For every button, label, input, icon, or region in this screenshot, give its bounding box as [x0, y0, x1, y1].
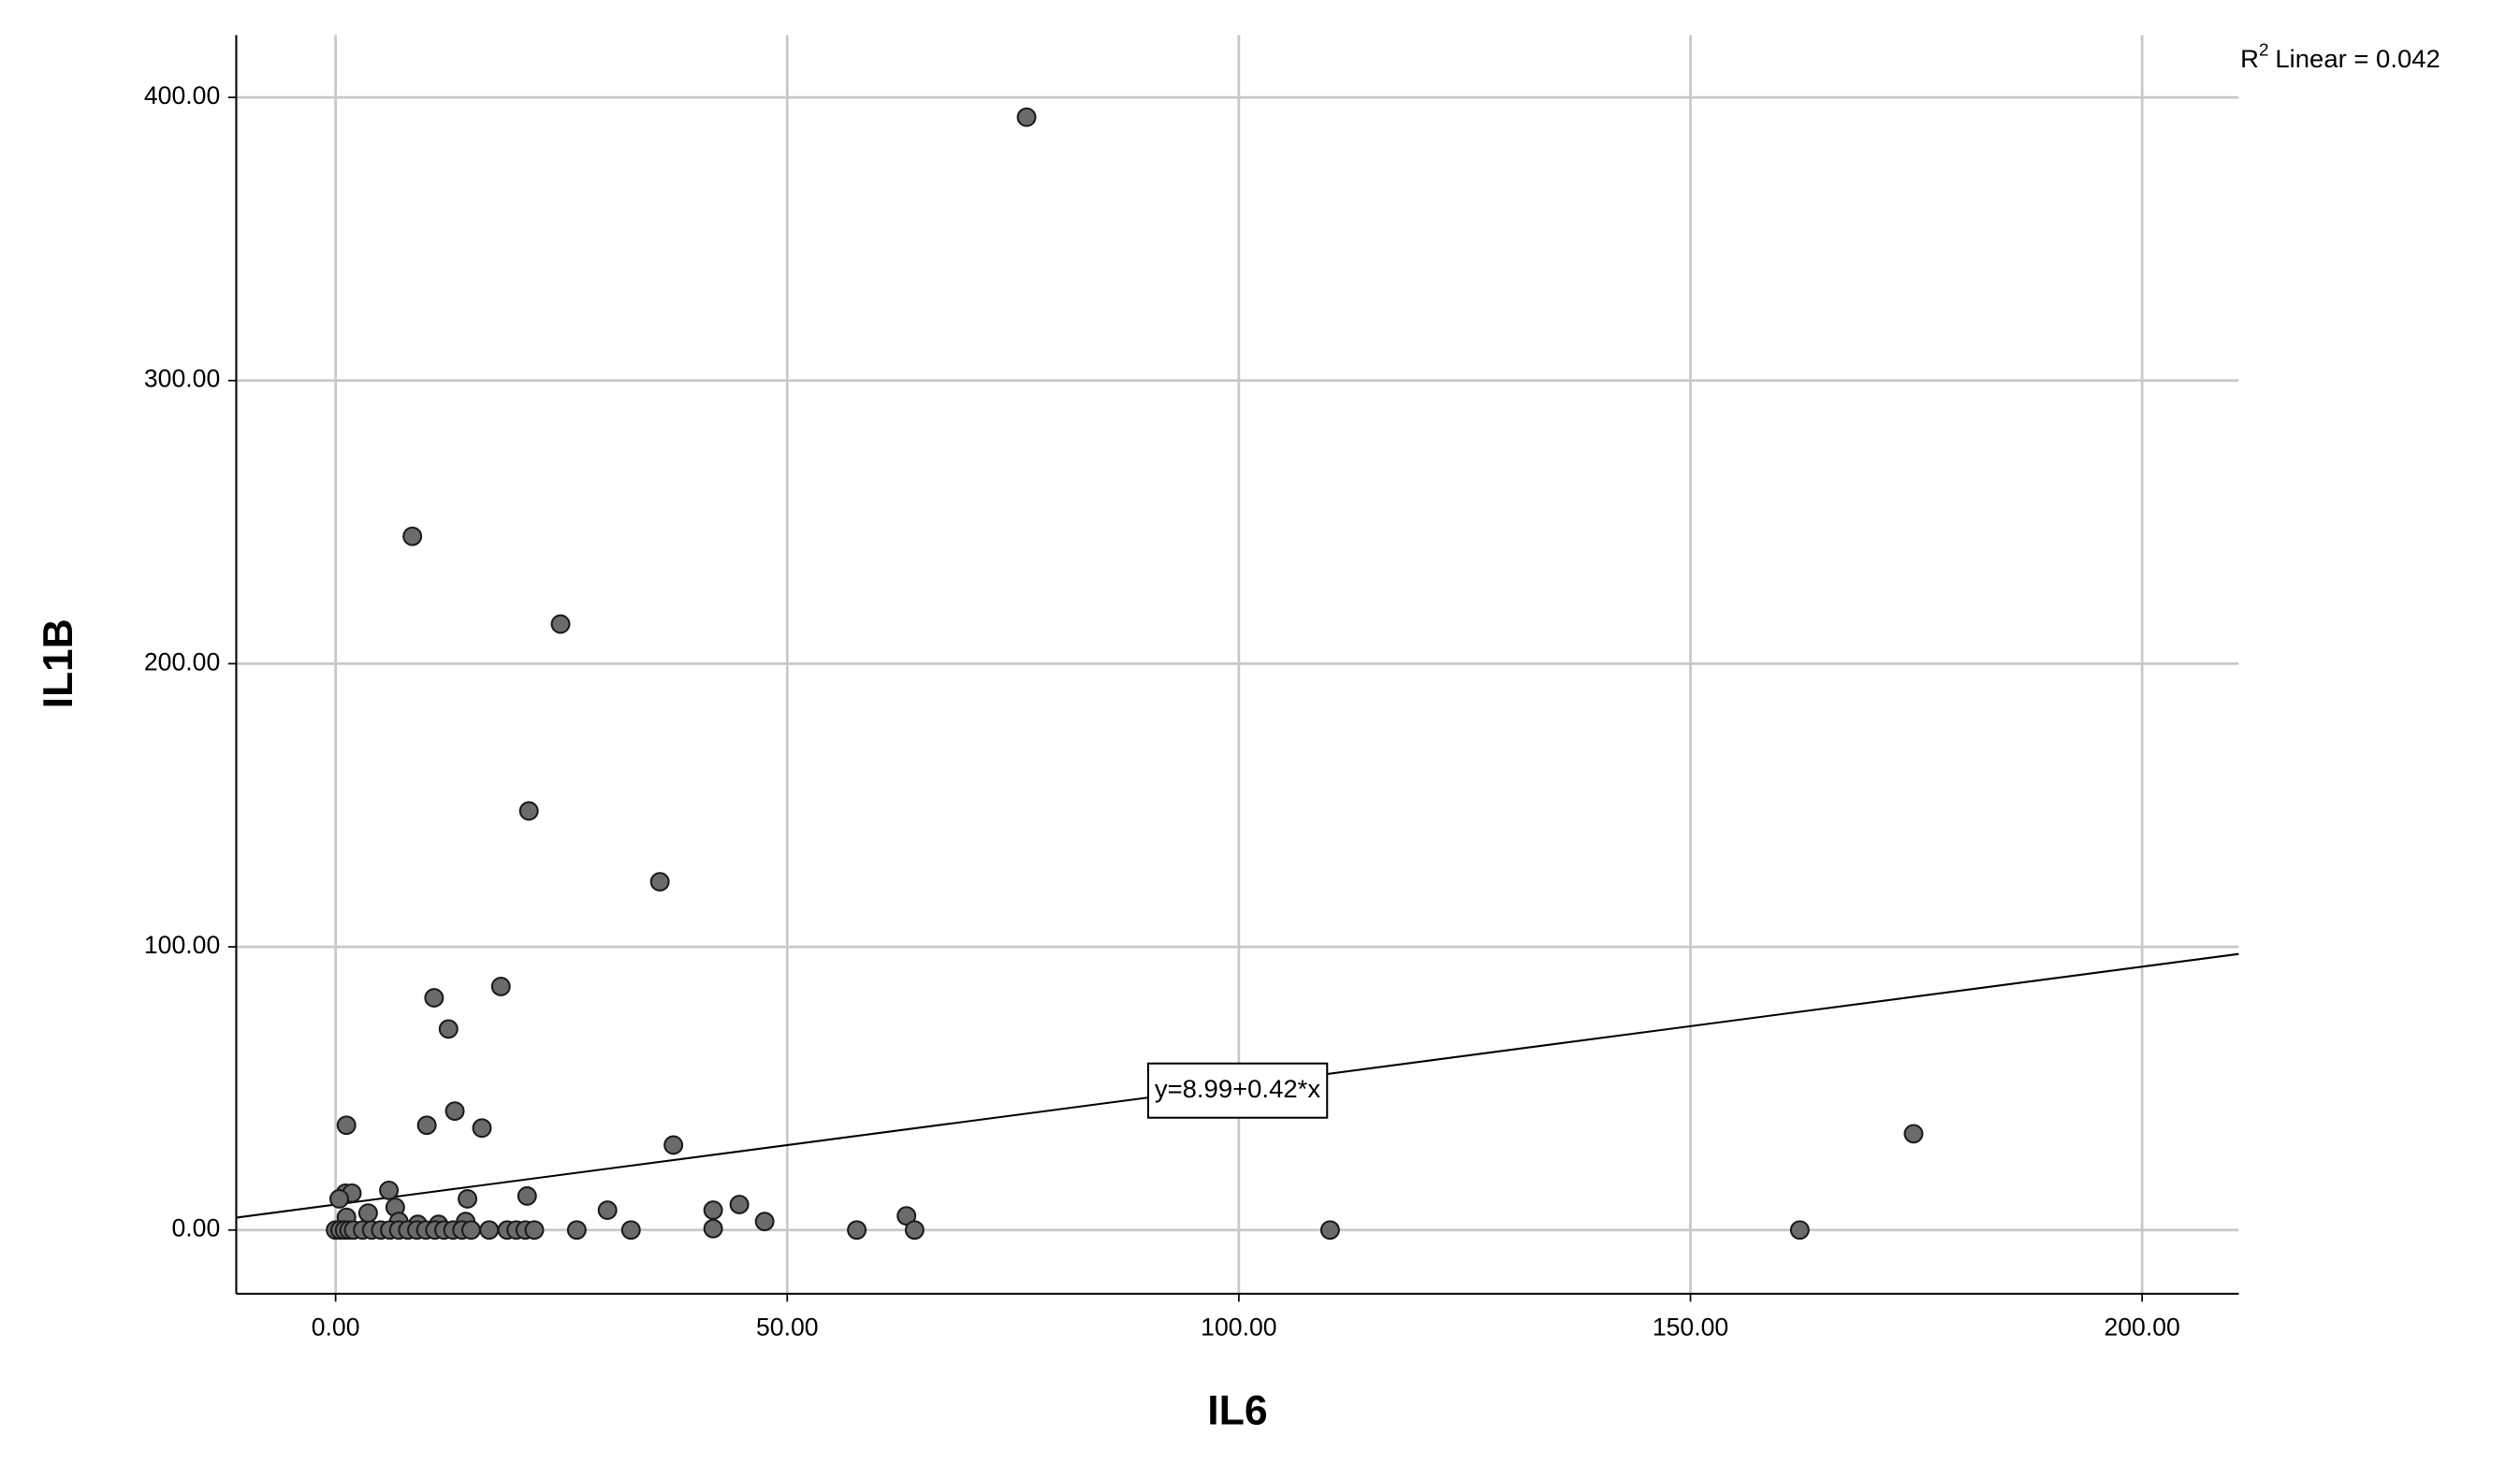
y-tick-label: 300.00 — [144, 365, 220, 393]
point — [1789, 1220, 1810, 1241]
point — [472, 1118, 492, 1139]
y-tick-label: 0.00 — [171, 1214, 220, 1242]
point — [524, 1220, 545, 1241]
point — [620, 1220, 641, 1241]
point — [444, 1101, 465, 1122]
point — [729, 1195, 750, 1214]
point — [416, 1115, 437, 1136]
x-tick-label: 0.00 — [312, 1313, 360, 1341]
point — [703, 1200, 723, 1220]
point — [566, 1220, 587, 1241]
y-tick-label: 200.00 — [144, 647, 220, 675]
point — [518, 801, 539, 821]
y-tick-label: 100.00 — [144, 931, 220, 959]
point — [597, 1200, 618, 1220]
fit-label: y=8.99+0.42*x — [1146, 1062, 1329, 1119]
r-label: Linear = 0.042 — [2275, 44, 2440, 73]
point — [379, 1180, 400, 1200]
point — [479, 1220, 500, 1241]
r-superscript: 2 — [2259, 40, 2269, 60]
point — [1903, 1124, 1924, 1144]
x-axis-label: IL6 — [1207, 1388, 1268, 1434]
point — [1319, 1220, 1340, 1241]
r-symbol: R — [2240, 44, 2259, 73]
point — [424, 988, 444, 1008]
point — [438, 1019, 459, 1039]
point — [550, 614, 571, 634]
point — [329, 1189, 349, 1209]
point — [904, 1220, 925, 1241]
point — [649, 872, 670, 892]
x-tick-label: 200.00 — [2104, 1313, 2179, 1341]
point — [490, 977, 511, 996]
x-tick-label: 150.00 — [1653, 1313, 1728, 1341]
point — [460, 1220, 481, 1241]
point — [663, 1135, 684, 1155]
point — [517, 1186, 537, 1206]
point — [336, 1115, 357, 1136]
r-squared: R2 Linear = 0.042 — [2240, 40, 2440, 73]
y-axis-label: IL1B — [36, 618, 81, 708]
point — [357, 1203, 378, 1223]
fit-label-box — [1146, 1062, 1329, 1119]
point — [458, 1189, 478, 1209]
point — [754, 1212, 775, 1232]
x-tick-label: 100.00 — [1201, 1313, 1276, 1341]
point — [847, 1220, 867, 1241]
point — [703, 1218, 723, 1239]
y-tick-label: 400.00 — [144, 81, 220, 109]
fit-label-text: y=8.99+0.42*x — [1155, 1074, 1321, 1103]
point — [1016, 107, 1037, 127]
point — [402, 526, 423, 546]
x-tick-label: 50.00 — [756, 1313, 819, 1341]
